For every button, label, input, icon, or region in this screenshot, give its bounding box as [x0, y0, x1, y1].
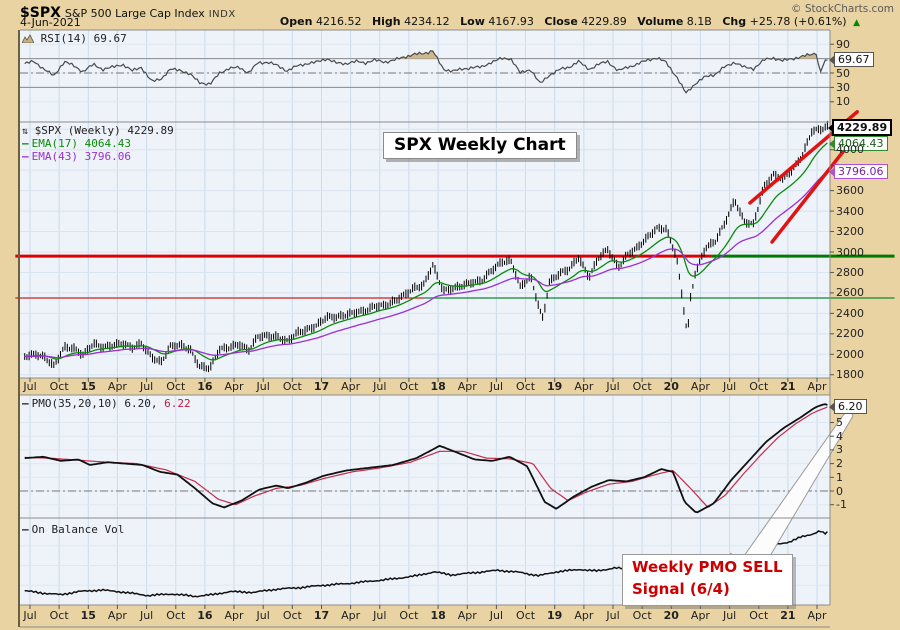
- volume-label: Volume: [637, 15, 684, 28]
- chart-header: $SPX S&P 500 Large Cap Index INDX: [20, 2, 236, 21]
- low-label: Low: [460, 15, 485, 28]
- rsi-value-box: 69.67: [829, 52, 874, 67]
- annotation-line2: Signal (6/4): [632, 579, 730, 598]
- rsi-legend: RSI(14) 69.67: [21, 32, 127, 45]
- up-arrow-icon: ▲: [853, 18, 860, 28]
- volume-value: 8.1B: [686, 15, 712, 28]
- high-value: 4234.12: [404, 15, 450, 28]
- close-value-box: 4229.89: [827, 119, 893, 136]
- chart-title-box: SPX Weekly Chart: [383, 132, 577, 159]
- line-swatch-icon: —: [22, 397, 29, 410]
- line-swatch-icon: —: [22, 150, 29, 163]
- annotation-line1: Weekly PMO SELL: [632, 558, 783, 576]
- ema17-value-box: 4064.43: [829, 136, 888, 151]
- chg-value: +25.78 (+0.61%): [749, 15, 847, 28]
- chart-date: 4-Jun-2021: [20, 16, 81, 29]
- price-style-icon: ⇅: [22, 126, 29, 137]
- obv-legend: — On Balance Vol: [22, 523, 125, 536]
- stockcharts-credit[interactable]: © StockCharts.com: [791, 3, 894, 15]
- ema17-legend: — EMA(17) 4064.43: [22, 137, 131, 150]
- exchange: INDX: [208, 9, 236, 20]
- ema43-value-box: 3796.06: [829, 164, 888, 179]
- pmo-sell-annotation: Weekly PMO SELL Signal (6/4): [622, 554, 793, 606]
- symbol-name: S&P 500 Large Cap Index: [64, 7, 205, 20]
- line-swatch-icon: —: [22, 137, 29, 150]
- open-value: 4216.52: [315, 15, 362, 28]
- close-label: Close: [544, 15, 578, 28]
- pmo-legend: — PMO(35,20,10) 6.20, 6.22: [22, 397, 191, 410]
- chg-label: Chg: [722, 15, 747, 28]
- line-swatch-icon: —: [22, 523, 29, 536]
- rsi-indicator-icon: [21, 34, 35, 44]
- ema43-legend: — EMA(43) 3796.06: [22, 150, 131, 163]
- close-value: 4229.89: [581, 15, 627, 28]
- symbol: $SPX: [20, 5, 61, 21]
- high-label: High: [371, 15, 401, 28]
- low-value: 4167.93: [488, 15, 534, 28]
- pmo-value-box: 6.20: [829, 399, 867, 414]
- open-label: Open: [279, 15, 313, 28]
- price-legend: ⇅ $SPX (Weekly) 4229.89: [22, 124, 174, 137]
- quote-bar: Open 4216.52 High 4234.12 Low 4167.93 Cl…: [273, 15, 860, 28]
